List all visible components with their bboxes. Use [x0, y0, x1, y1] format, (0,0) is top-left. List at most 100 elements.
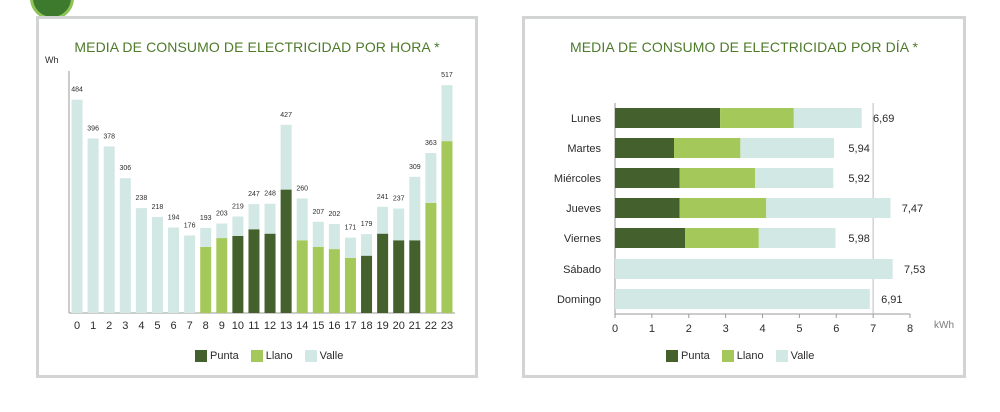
legend-item-valle: Valle	[304, 350, 343, 362]
bar-3-valle	[766, 198, 891, 218]
data-label-14: 260	[296, 185, 308, 192]
x-tick-label-2: 2	[106, 320, 112, 332]
bar-18-valle	[361, 234, 373, 256]
x-tick-label-23: 23	[441, 320, 453, 332]
data-label-22: 363	[425, 140, 437, 147]
bar-20-punta	[393, 240, 405, 313]
bar-9-valle	[216, 223, 228, 239]
data-label-10: 219	[232, 203, 244, 210]
day-label-0: Lunes	[571, 113, 601, 125]
hourly-chart-panel: MEDIA DE CONSUMO DE ELECTRICIDAD POR HOR…	[36, 16, 478, 378]
x-tick-label-8: 8	[203, 320, 209, 332]
x-tick-label-6: 6	[833, 323, 839, 335]
hourly-chart: Wh 484 0 396 1 378 2 306 3 238 4 218 5 194 6 176 7 193 8 20…	[45, 55, 455, 332]
bar-12-valle	[264, 203, 276, 234]
hourly-chart-title: MEDIA DE CONSUMO DE ELECTRICIDAD POR HOR…	[74, 39, 440, 55]
bar-13-punta	[280, 189, 292, 313]
x-tick-label-9: 9	[219, 320, 225, 332]
x-tick-label-20: 20	[393, 320, 405, 332]
x-tick-label-2: 2	[686, 323, 692, 335]
bar-4-valle	[135, 208, 147, 313]
total-label-1: 5,94	[848, 143, 869, 155]
data-label-12: 248	[264, 191, 276, 198]
bar-15-llano	[312, 246, 324, 313]
legend-item-valle: Valle	[775, 350, 814, 362]
bar-3-llano	[679, 198, 767, 218]
legend-swatch-punta	[666, 350, 678, 362]
x-tick-label-5: 5	[796, 323, 802, 335]
x-tick-label-10: 10	[232, 320, 244, 332]
legend-label-punta: Punta	[210, 350, 239, 362]
bar-1-valle	[87, 138, 99, 313]
bar-17-valle	[344, 237, 356, 258]
x-tick-label-3: 3	[122, 320, 128, 332]
legend-label-punta: Punta	[681, 350, 710, 362]
bar-21-punta	[409, 240, 421, 313]
x-tick-label-0: 0	[74, 320, 80, 332]
x-tick-label-5: 5	[154, 320, 160, 332]
bar-4-punta	[615, 228, 686, 248]
data-label-0: 484	[71, 87, 83, 94]
x-tick-label-4: 4	[759, 323, 765, 335]
bar-23-llano	[441, 141, 453, 313]
x-tick-label-18: 18	[360, 320, 372, 332]
bar-19-punta	[377, 233, 389, 313]
bar-22-llano	[425, 202, 437, 313]
total-label-4: 5,98	[848, 233, 869, 245]
bar-14-llano	[296, 240, 308, 313]
bar-1-valle	[740, 138, 835, 158]
bar-13-valle	[280, 124, 292, 190]
bar-15-valle	[312, 221, 324, 247]
daily-chart-panel: MEDIA DE CONSUMO DE ELECTRICIDAD POR DÍA…	[522, 16, 966, 378]
x-tick-label-1: 1	[90, 320, 96, 332]
data-label-11: 247	[248, 191, 260, 198]
data-label-8: 193	[200, 215, 212, 222]
legend-swatch-llano	[721, 350, 734, 362]
daily-chart-title: MEDIA DE CONSUMO DE ELECTRICIDAD POR DÍA…	[569, 39, 919, 55]
bar-0-llano	[720, 108, 794, 128]
x-tick-label-17: 17	[344, 320, 356, 332]
bar-5-valle	[615, 259, 893, 279]
legend-label-llano: Llano	[736, 350, 764, 362]
bar-11-valle	[248, 204, 260, 230]
x-tick-label-19: 19	[377, 320, 389, 332]
day-label-5: Sábado	[563, 264, 601, 276]
bar-2-valle	[755, 168, 834, 188]
bar-10-valle	[232, 216, 244, 236]
day-label-4: Viernes	[564, 233, 602, 245]
data-label-4: 238	[136, 195, 148, 202]
x-tick-label-7: 7	[187, 320, 193, 332]
bar-0-valle	[71, 99, 83, 313]
x-tick-label-1: 1	[649, 323, 655, 335]
data-label-1: 396	[87, 125, 99, 132]
legend-swatch-valle	[304, 350, 317, 362]
bar-9-llano	[216, 238, 228, 313]
bar-6-valle	[168, 227, 180, 313]
x-tick-label-15: 15	[312, 320, 324, 332]
bar-20-valle	[393, 208, 405, 241]
data-label-15: 207	[312, 209, 324, 216]
data-label-21: 309	[409, 164, 421, 171]
x-tick-label-12: 12	[264, 320, 276, 332]
bar-8-llano	[200, 246, 212, 313]
y-axis-label: Wh	[45, 55, 59, 65]
bar-14-valle	[296, 198, 308, 241]
day-label-1: Martes	[567, 143, 601, 155]
bar-3-punta	[615, 198, 680, 218]
day-label-2: Miércoles	[554, 173, 602, 185]
x-tick-label-11: 11	[248, 320, 259, 332]
data-label-23: 517	[441, 72, 453, 79]
x-tick-label-8: 8	[907, 323, 913, 335]
x-tick-label-21: 21	[409, 320, 421, 332]
data-label-13: 427	[280, 112, 292, 119]
x-tick-label-14: 14	[296, 320, 308, 332]
bar-22-valle	[425, 153, 437, 203]
data-label-6: 194	[168, 214, 180, 221]
daily-legend: Punta Llano Valle	[666, 350, 814, 362]
x-tick-label-3: 3	[723, 323, 729, 335]
bar-7-valle	[184, 235, 196, 313]
data-label-7: 176	[184, 222, 196, 229]
x-tick-label-6: 6	[170, 320, 176, 332]
x-tick-label-7: 7	[870, 323, 876, 335]
bar-4-valle	[758, 228, 836, 248]
